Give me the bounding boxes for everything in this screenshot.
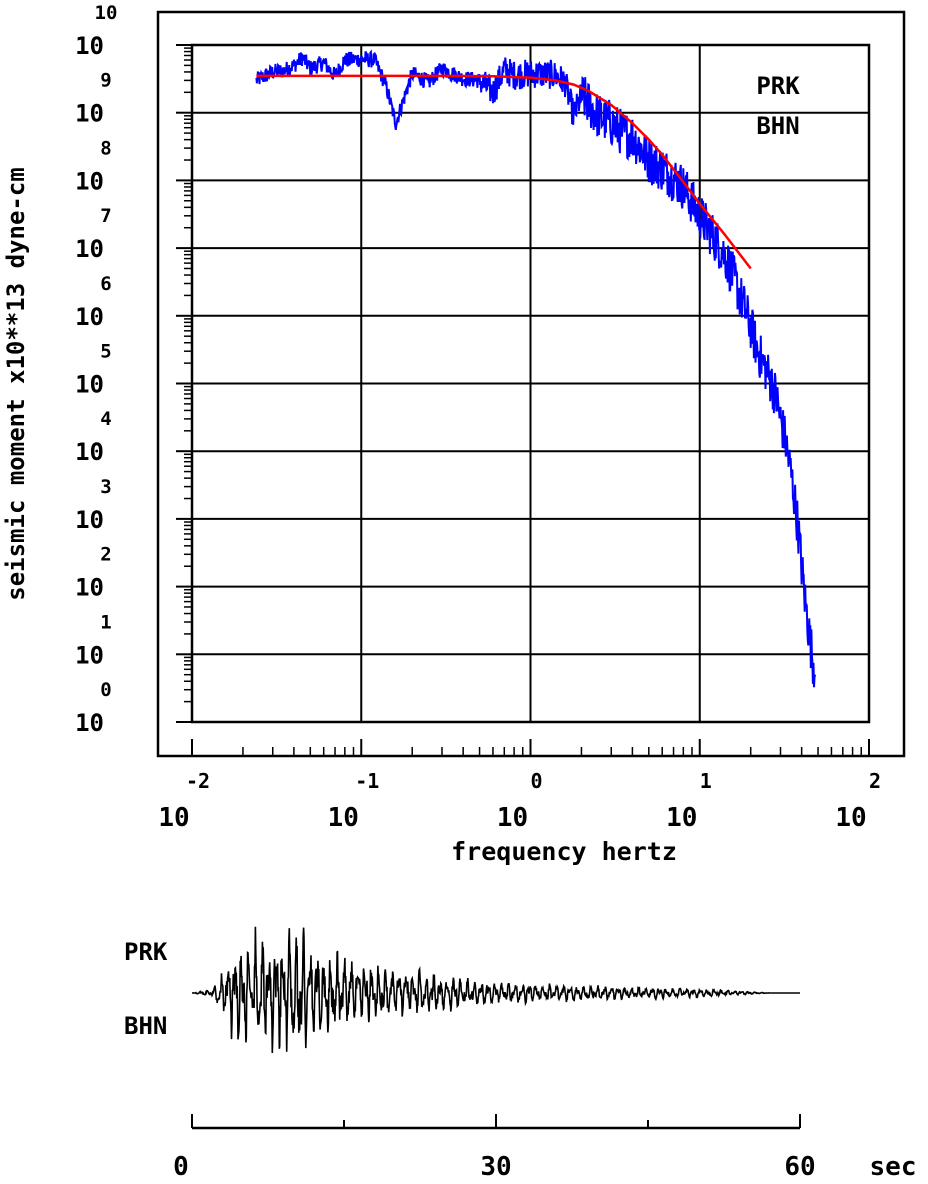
spectrum-series xyxy=(255,49,817,688)
y-tick-label-base: 10 xyxy=(75,235,104,263)
x-tick-label-exponent: 1 xyxy=(700,769,712,793)
spectrum-line-blue xyxy=(255,49,817,688)
grid-lines xyxy=(192,45,869,722)
y-tick-label-exponent: 8 xyxy=(100,137,111,159)
y-tick-label-exponent: 10 xyxy=(95,2,118,24)
y-axis-ticks xyxy=(176,44,192,723)
y-tick-label-exponent: 0 xyxy=(100,679,111,701)
component-label: BHN xyxy=(756,112,799,140)
x-tick-label-base: 10 xyxy=(835,803,866,833)
y-axis-tick-labels: 10 0 10 1 10 2 10 3 10 4 10 5 10 6 10 7 10 8 10 9 10 10 xyxy=(75,2,117,737)
time-tick-label-30: 30 xyxy=(480,1152,511,1182)
time-tick-label-0: 0 xyxy=(173,1152,189,1182)
y-tick-label-base: 10 xyxy=(75,574,104,602)
x-axis-ticks xyxy=(191,739,870,756)
y-tick-label-exponent: 6 xyxy=(100,273,111,295)
y-tick-label-base: 10 xyxy=(75,709,104,737)
x-tick-label-base: 10 xyxy=(158,803,189,833)
trace-component-label: BHN xyxy=(124,1012,167,1040)
time-axis-ticks xyxy=(191,1114,801,1128)
y-tick-label-exponent: 4 xyxy=(100,408,111,430)
y-axis-label: seismic moment x10**13 dyne-cm xyxy=(2,167,30,600)
seismogram-trace xyxy=(192,926,800,1054)
y-tick-label-exponent: 9 xyxy=(100,70,111,92)
x-tick-label-base: 10 xyxy=(328,803,359,833)
x-tick-label-base: 10 xyxy=(666,803,697,833)
y-tick-label-exponent: 2 xyxy=(100,544,111,566)
y-tick-label-base: 10 xyxy=(75,641,104,669)
y-tick-label-exponent: 5 xyxy=(100,341,111,363)
y-tick-label-exponent: 1 xyxy=(100,611,111,633)
seismogram-panel: PRK BHN 0 30 60 sec xyxy=(124,926,917,1182)
y-tick-label-base: 10 xyxy=(75,100,104,128)
y-tick-label-base: 10 xyxy=(75,438,104,466)
trace-station-label: PRK xyxy=(124,938,168,966)
y-tick-label-exponent: 7 xyxy=(100,205,111,227)
time-unit-label: sec xyxy=(870,1152,917,1182)
time-tick-label-60: 60 xyxy=(784,1152,815,1182)
model-fit-line-red xyxy=(256,74,752,270)
x-tick-label-exponent: -1 xyxy=(355,769,379,793)
x-tick-label-exponent: 2 xyxy=(869,769,881,793)
y-tick-label-base: 10 xyxy=(75,303,104,331)
station-label: PRK xyxy=(756,72,800,100)
seismogram-waveform xyxy=(192,926,800,1054)
x-tick-label-exponent: 0 xyxy=(530,769,542,793)
y-tick-label-base: 10 xyxy=(75,32,104,60)
y-tick-label-exponent: 3 xyxy=(100,476,111,498)
x-tick-label-exponent: -2 xyxy=(186,769,210,793)
y-tick-label-base: 10 xyxy=(75,371,104,399)
x-axis-label: frequency hertz xyxy=(451,837,677,866)
y-tick-label-base: 10 xyxy=(75,167,104,195)
y-tick-label-base: 10 xyxy=(75,506,104,534)
x-tick-label-base: 10 xyxy=(497,803,528,833)
